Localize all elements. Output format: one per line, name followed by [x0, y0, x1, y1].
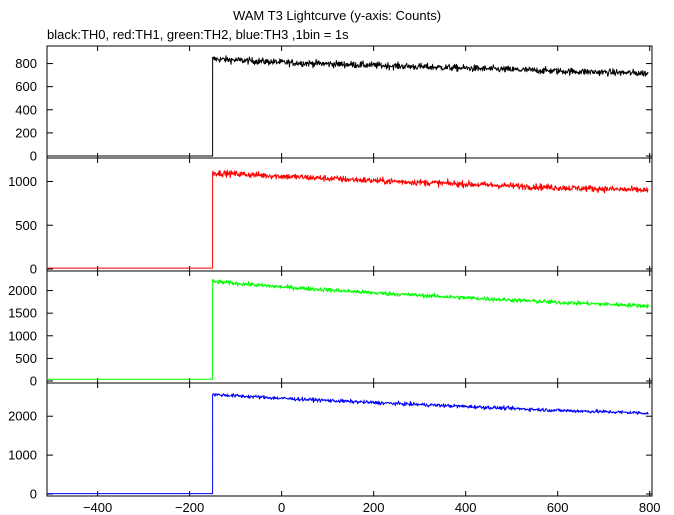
panel-frame-th1	[46, 157, 653, 272]
chart-title: WAM T3 Lightcurve (y-axis: Counts)	[232, 8, 442, 23]
x-tick-label: 600	[547, 500, 569, 515]
panel-frame-th0	[46, 45, 653, 159]
y-tick-label-th0: 600	[15, 79, 37, 94]
series-line-th3	[47, 392, 649, 495]
chart-subtitle: black:TH0, red:TH1, green:TH2, blue:TH3 …	[47, 27, 349, 42]
y-tick-label-th0: 200	[15, 125, 37, 140]
y-tick-label-th0: 800	[15, 56, 37, 71]
y-tick-label-th2: 0	[30, 374, 37, 389]
x-tick-label: 200	[363, 500, 385, 515]
series-line-th2	[47, 278, 649, 380]
y-tick-label-th0: 0	[30, 149, 37, 164]
y-tick-label-th3: 0	[30, 487, 37, 502]
y-tick-label-th2: 1500	[8, 306, 37, 321]
series-line-th1	[47, 169, 649, 269]
y-tick-label-th3: 1000	[8, 448, 37, 463]
x-tick-label: −200	[175, 500, 204, 515]
x-tick-label: −400	[83, 500, 112, 515]
y-tick-label-th3: 2000	[8, 409, 37, 424]
x-tick-label: 800	[639, 500, 661, 515]
panel-frame-th3	[46, 382, 653, 497]
y-tick-label-th0: 400	[15, 102, 37, 117]
y-tick-label-th1: 0	[30, 262, 37, 277]
x-tick-label: 400	[455, 500, 477, 515]
y-tick-label-th2: 2000	[8, 283, 37, 298]
panel-frame-th2	[46, 270, 653, 384]
x-tick-label: 0	[278, 500, 285, 515]
series-line-th0	[47, 55, 649, 157]
y-tick-label-th2: 500	[15, 351, 37, 366]
y-tick-label-th1: 1000	[8, 174, 37, 189]
y-tick-label-th1: 500	[15, 218, 37, 233]
y-tick-label-th2: 1000	[8, 328, 37, 343]
